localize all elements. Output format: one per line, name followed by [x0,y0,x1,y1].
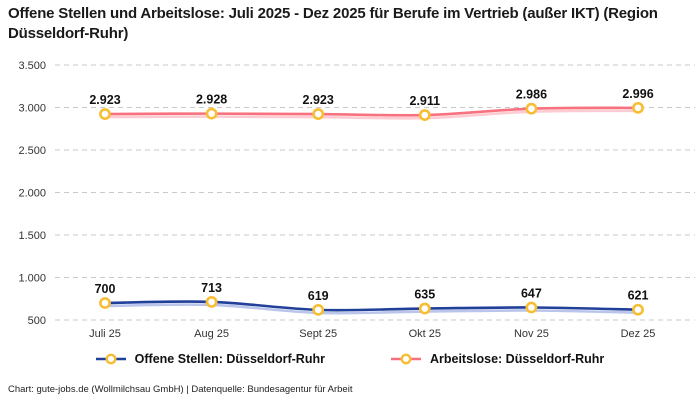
x-axis-tick-label: Nov 25 [514,328,549,340]
series-line-shadow [104,109,639,120]
data-point-marker[interactable] [418,109,431,121]
x-axis-tick-label: Dez 25 [621,328,656,340]
y-axis-tick-label: 3.500 [18,60,46,72]
legend-item-arbeitslose[interactable]: Arbeitslose: Düsseldorf-Ruhr [390,352,605,366]
chart-canvas: 500 1.000 1.500 2.000 2.500 3.000 3.500 Juli 25… [18,60,695,340]
data-point-label: 621 [628,289,649,303]
y-axis-tick-label: 3.000 [18,103,46,115]
legend-label-arbeitslose: Arbeitslose: Düsseldorf-Ruhr [429,352,605,366]
data-point-marker[interactable] [632,101,644,114]
data-point-label: 2.928 [196,93,227,107]
data-point-label: 2.911 [410,94,441,108]
x-axis-tick-label: Okt 25 [409,328,441,340]
data-point-label: 2.923 [89,93,120,107]
x-axis-tick-label: Juli 25 [89,328,121,340]
data-point-marker[interactable] [632,303,644,316]
data-point-marker[interactable] [525,301,538,314]
data-point-marker[interactable] [99,108,111,120]
data-point-marker[interactable] [205,107,218,120]
x-axis-tick-label: Aug 25 [194,328,229,340]
data-point-marker[interactable] [205,295,218,308]
source-attribution: Chart: gute-jobs.de (Wollmilchsau GmbH) … [8,384,353,395]
data-point-label: 713 [201,281,222,295]
y-axis-tick-label: 1.000 [18,273,46,285]
legend-label-offene-stellen: Offene Stellen: Düsseldorf-Ruhr [134,352,325,366]
legend-swatch-offene-stellen-icon [95,353,126,365]
series-line-0 [103,300,640,312]
series-line-1 [103,106,640,117]
legend-item-offene-stellen[interactable]: Offene Stellen: Düsseldorf-Ruhr [95,352,325,366]
legend: Offene Stellen: Düsseldorf-Ruhr Arbeitsl… [0,352,700,366]
y-axis-tick-label: 2.500 [18,145,46,157]
data-point-marker[interactable] [312,108,325,120]
y-axis-tick-label: 500 [28,315,46,327]
data-point-label: 647 [521,287,542,301]
x-axis-tick-label: Sept 25 [299,328,337,340]
data-point-marker[interactable] [525,102,538,115]
y-axis-tick-label: 2.000 [18,188,46,200]
data-point-label: 635 [414,288,435,302]
data-point-label: 2.923 [303,93,334,107]
series-line-shadow [104,303,639,315]
chart-title: Offene Stellen und Arbeitslose: Juli 202… [8,5,658,42]
data-point-label: 700 [95,282,116,296]
y-axis-tick-label: 1.500 [18,230,46,242]
data-point-marker[interactable] [312,303,325,316]
data-point-marker[interactable] [418,302,431,315]
data-point-label: 2.986 [516,88,547,102]
data-point-label: 619 [308,289,329,303]
data-point-label: 2.996 [622,87,653,101]
data-point-marker[interactable] [99,297,111,309]
legend-swatch-arbeitslose-icon [390,353,421,365]
